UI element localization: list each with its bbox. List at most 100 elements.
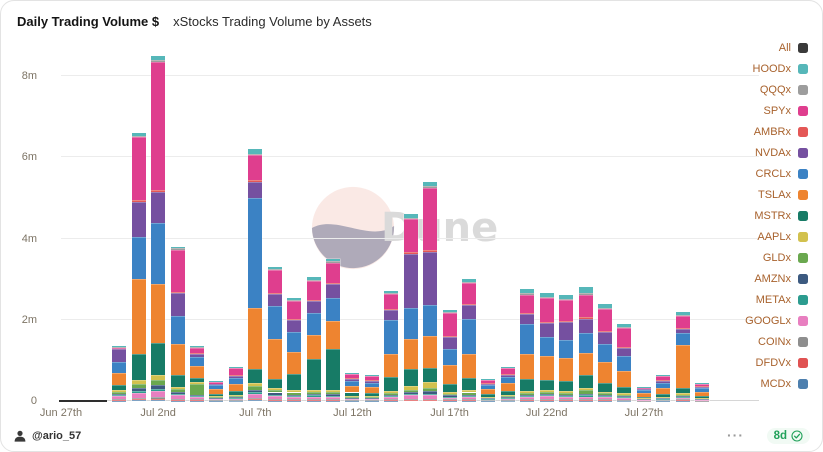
bar-segment-NVDAx[interactable]	[209, 383, 224, 386]
bar-segment-AMZNx[interactable]	[578, 393, 593, 396]
bar-segment-GLDx[interactable]	[695, 398, 710, 399]
bar-segment-CRCLx[interactable]	[345, 381, 360, 386]
bar-segment-NVDAx[interactable]	[248, 181, 263, 199]
bar-segment-COINx[interactable]	[384, 399, 399, 401]
bar-segment-SPYx[interactable]	[675, 315, 690, 328]
bar-segment-AMZNx[interactable]	[520, 394, 535, 397]
bar-segment-GLDx[interactable]	[500, 396, 515, 398]
bar-segment-NVDAx[interactable]	[306, 300, 321, 313]
bar-segment-GLDx[interactable]	[112, 392, 127, 394]
bar-segment-MCDx[interactable]	[617, 400, 632, 401]
bar-segment-GOOGLx[interactable]	[423, 394, 438, 399]
bar-segment-HOODx[interactable]	[170, 246, 185, 249]
bar-segment-COINx[interactable]	[306, 399, 321, 401]
bar-segment-QQQx[interactable]	[267, 269, 282, 270]
bar-segment-COINx[interactable]	[675, 399, 690, 401]
bar-segment-GOOGLx[interactable]	[287, 396, 302, 400]
bar-segment-CRCLx[interactable]	[190, 356, 204, 366]
bar-segment-GLDx[interactable]	[228, 395, 243, 397]
bar-segment-GLDx[interactable]	[248, 386, 263, 390]
bar-segment-QQQx[interactable]	[209, 381, 224, 382]
bar-segment-AMZNx[interactable]	[598, 394, 612, 397]
bar-segment-MCDx[interactable]	[267, 400, 282, 401]
legend-item-NVDAx[interactable]: NVDAx	[755, 146, 808, 159]
bar-segment-QQQx[interactable]	[695, 383, 710, 384]
bar-segment-GOOGLx[interactable]	[442, 397, 457, 400]
bar-segment-QQQx[interactable]	[656, 375, 671, 376]
bar-segment-SPYx[interactable]	[190, 347, 204, 354]
bar-segment-QQQx[interactable]	[617, 327, 632, 328]
bar-segment-DFDVx[interactable]	[190, 400, 204, 401]
bar-segment-MSTRx[interactable]	[423, 368, 438, 383]
bar-segment-HOODx[interactable]	[228, 366, 243, 368]
legend-item-AMZNx[interactable]: AMZNx	[754, 272, 808, 285]
bar-segment-COINx[interactable]	[695, 400, 710, 401]
bar-segment-GOOGLx[interactable]	[248, 393, 263, 398]
bar-segment-MCDx[interactable]	[675, 400, 690, 401]
bar-segment-MCDx[interactable]	[190, 400, 204, 401]
bar-segment-MCDx[interactable]	[656, 400, 671, 401]
bar-segment-SPYx[interactable]	[617, 327, 632, 348]
bar-segment-HOODx[interactable]	[287, 297, 302, 300]
bar-segment-MCDx[interactable]	[209, 400, 224, 401]
bar-segment-SPYx[interactable]	[248, 155, 263, 180]
bar-segment-AAPLx[interactable]	[170, 386, 185, 390]
bar-segment-TSLAx[interactable]	[695, 391, 710, 396]
bar-segment-SPYx[interactable]	[364, 375, 379, 380]
legend-item-GOOGLx[interactable]: GOOGLx	[745, 314, 808, 327]
bar-segment-DFDVx[interactable]	[520, 400, 535, 401]
bar-segment-MCDx[interactable]	[326, 400, 340, 401]
bar-segment-METAx[interactable]	[656, 398, 671, 400]
bar-segment-AMZNx[interactable]	[131, 387, 146, 391]
bar-segment-MSTRx[interactable]	[675, 388, 690, 393]
bar-segment-TSLAx[interactable]	[326, 320, 340, 350]
bar-segment-GOOGLx[interactable]	[209, 399, 224, 401]
bar-segment-AMZNx[interactable]	[636, 398, 651, 400]
bar-segment-DFDVx[interactable]	[578, 400, 593, 401]
bar-segment-AAPLx[interactable]	[500, 394, 515, 397]
bar-segment-MSTRx[interactable]	[598, 382, 612, 392]
bar-segment-AMBRx[interactable]	[520, 312, 535, 314]
bar-segment-GLDx[interactable]	[598, 393, 612, 395]
bar-segment-QQQx[interactable]	[364, 375, 379, 376]
bar-segment-DFDVx[interactable]	[267, 400, 282, 401]
bar-segment-TSLAx[interactable]	[345, 386, 360, 393]
bar-segment-AAPLx[interactable]	[248, 383, 263, 387]
bar-segment-AMBRx[interactable]	[598, 331, 612, 332]
bar-segment-CRCLx[interactable]	[559, 340, 574, 359]
bar-segment-HOODx[interactable]	[500, 366, 515, 368]
bar-segment-GLDx[interactable]	[442, 393, 457, 396]
bar-segment-MSTRx[interactable]	[267, 379, 282, 389]
bar-segment-GOOGLx[interactable]	[326, 396, 340, 400]
bar-segment-NVDAx[interactable]	[481, 383, 496, 386]
bar-segment-AMZNx[interactable]	[248, 389, 263, 393]
bar-segment-METAx[interactable]	[442, 396, 457, 398]
bar-segment-METAx[interactable]	[403, 394, 418, 396]
bar-segment-MCDx[interactable]	[462, 400, 476, 401]
bar-segment-SPYx[interactable]	[695, 383, 710, 387]
bar-segment-QQQx[interactable]	[248, 154, 263, 156]
bar-segment-AAPLx[interactable]	[656, 396, 671, 398]
bar-segment-QQQx[interactable]	[190, 346, 204, 348]
bar-segment-GLDx[interactable]	[326, 392, 340, 395]
bar-segment-MCDx[interactable]	[481, 400, 496, 401]
bar-segment-AAPLx[interactable]	[578, 387, 593, 390]
legend-item-MCDx[interactable]: MCDx	[760, 377, 808, 390]
bar-segment-NVDAx[interactable]	[151, 192, 166, 223]
bar-segment-GLDx[interactable]	[636, 398, 651, 399]
bar-segment-AAPLx[interactable]	[481, 396, 496, 398]
bar-segment-METAx[interactable]	[151, 388, 166, 392]
bar-segment-DFDVx[interactable]	[423, 399, 438, 401]
bar-segment-METAx[interactable]	[112, 395, 127, 397]
bar-segment-AMZNx[interactable]	[462, 394, 476, 397]
bar-segment-MSTRx[interactable]	[228, 391, 243, 395]
bar-segment-MSTRx[interactable]	[190, 377, 204, 382]
bar-segment-AMZNx[interactable]	[559, 394, 574, 397]
bar-segment-NVDAx[interactable]	[326, 284, 340, 299]
bar-segment-GOOGLx[interactable]	[636, 399, 651, 401]
bar-segment-MCDx[interactable]	[598, 400, 612, 401]
bar-segment-SPYx[interactable]	[481, 379, 496, 383]
bar-segment-COINx[interactable]	[423, 398, 438, 400]
bar-segment-NVDAx[interactable]	[345, 378, 360, 382]
bar-segment-TSLAx[interactable]	[228, 383, 243, 392]
